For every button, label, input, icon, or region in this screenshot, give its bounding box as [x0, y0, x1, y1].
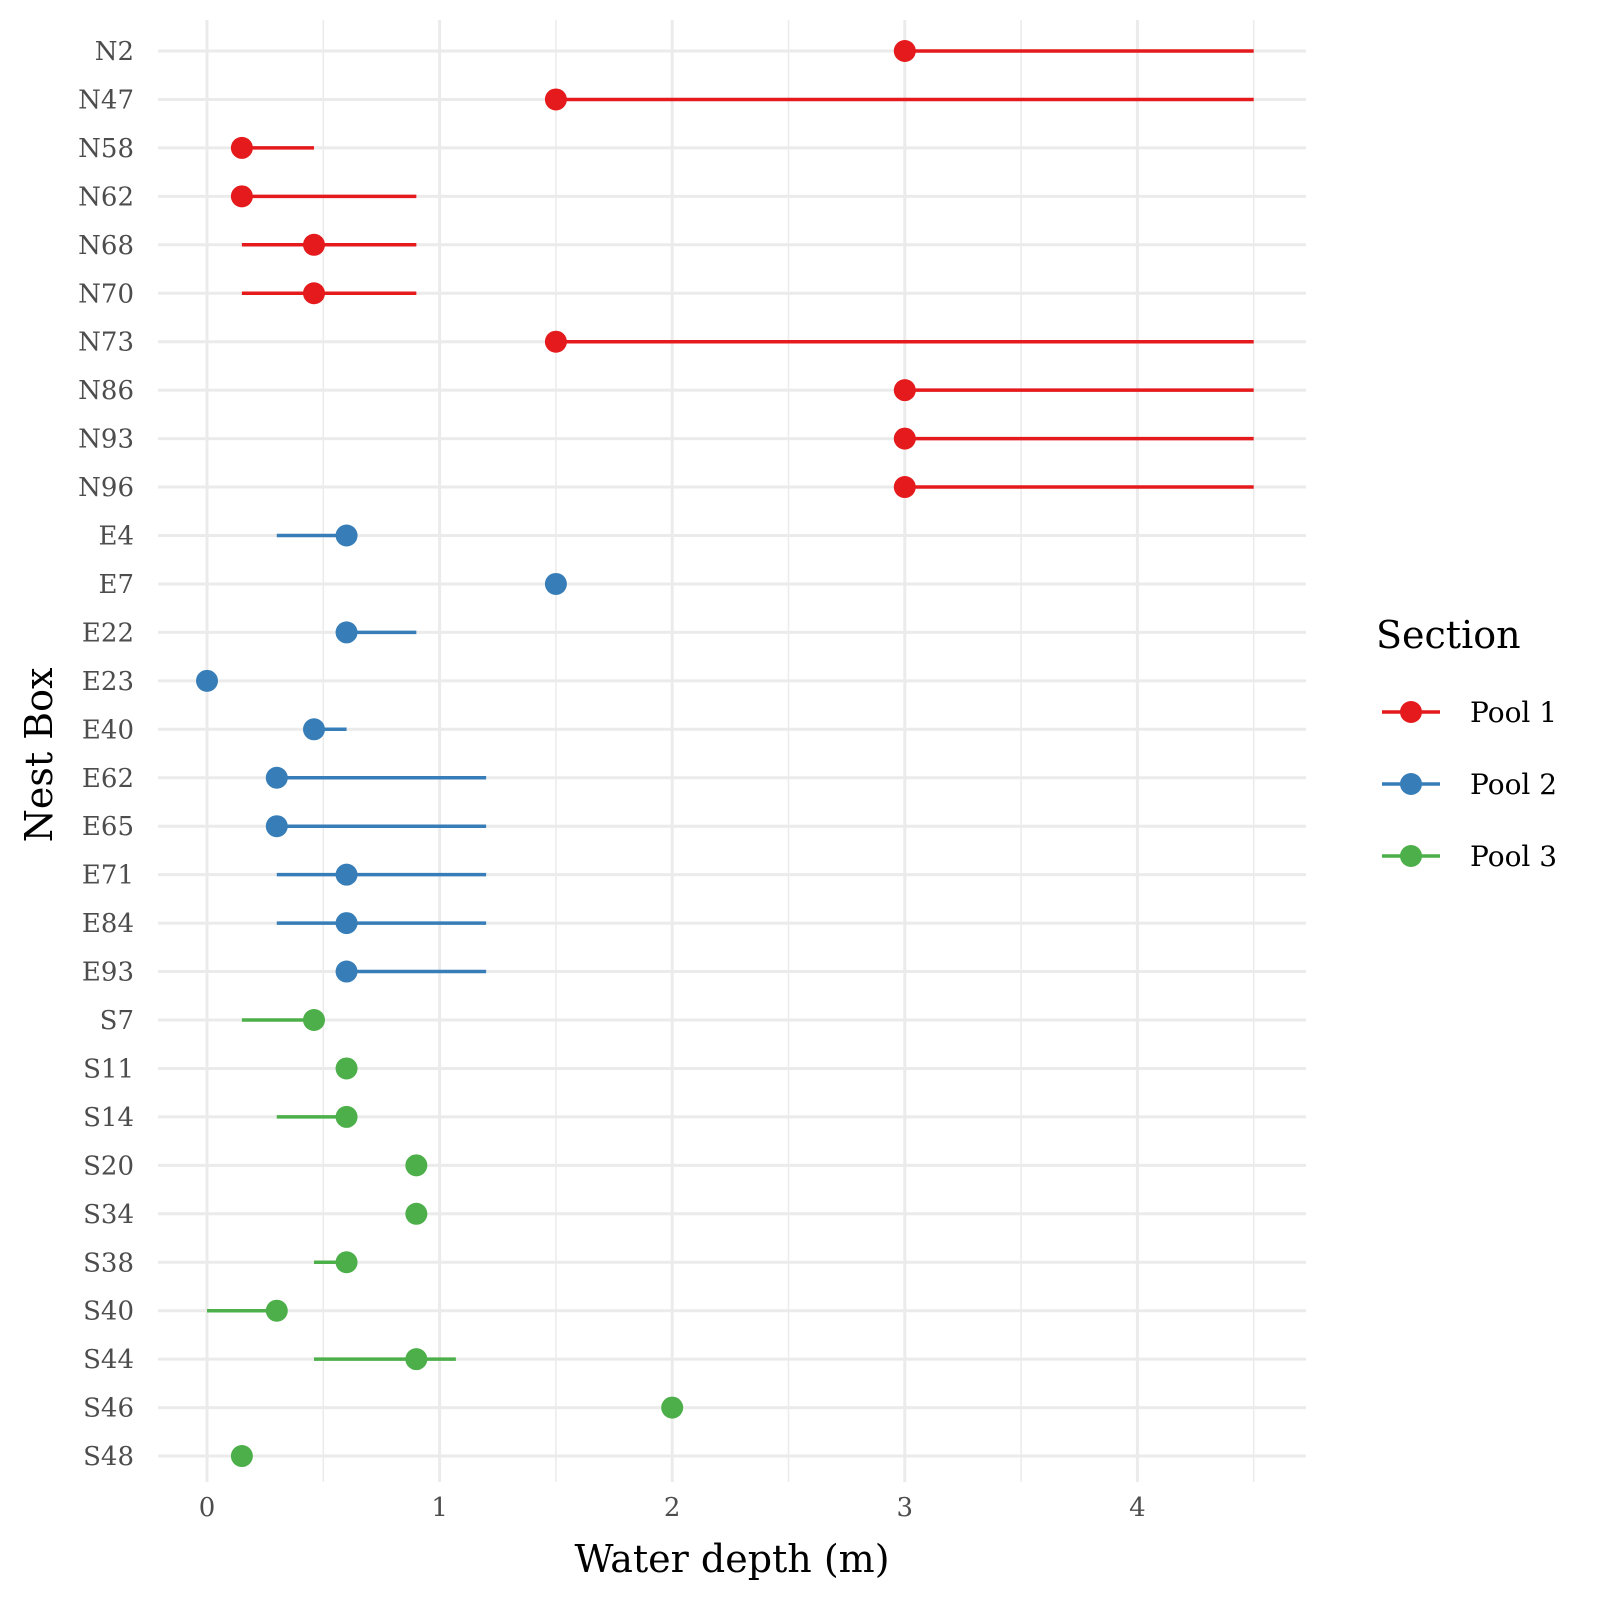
y-tick-label: S40 — [83, 1297, 134, 1327]
point-E7 — [544, 572, 567, 595]
point-E23 — [196, 669, 218, 692]
point-N47 — [544, 88, 567, 111]
y-tick-label: N47 — [78, 85, 134, 115]
point-S48 — [230, 1445, 253, 1468]
point-N58 — [230, 136, 253, 159]
y-tick-label: S48 — [83, 1442, 134, 1472]
y-tick-label: S34 — [83, 1200, 134, 1230]
point-N86 — [893, 379, 916, 402]
point-N73 — [544, 330, 567, 353]
point-E71 — [335, 863, 358, 886]
point-E40 — [302, 718, 325, 741]
point-S38 — [335, 1251, 358, 1274]
y-tick-label: N2 — [95, 37, 134, 67]
x-tick-label: 2 — [664, 1493, 681, 1523]
y-tick-label: E40 — [82, 715, 134, 745]
legend-key-point — [1400, 701, 1422, 723]
y-tick-label: S46 — [83, 1394, 134, 1424]
x-axis-title: Water depth (m) — [574, 1537, 889, 1581]
point-E62 — [265, 766, 288, 789]
y-tick-label: E62 — [82, 764, 134, 794]
point-E84 — [335, 912, 358, 935]
y-tick-label: E4 — [98, 522, 134, 552]
point-E65 — [265, 815, 288, 838]
y-axis-tick-labels: N2 N47 N58 N62 N68 N70 N73 N86 N93 N96 E4 E7 E22 E23 E… — [78, 37, 134, 1472]
y-tick-label: N73 — [78, 328, 134, 358]
y-tick-label: E65 — [82, 812, 134, 842]
y-tick-label: S38 — [83, 1248, 134, 1278]
data-marks — [196, 40, 1254, 1468]
x-tick-label: 4 — [1129, 1493, 1146, 1523]
point-E22 — [335, 621, 358, 644]
y-tick-label: N62 — [78, 182, 134, 212]
y-tick-label: E22 — [82, 618, 134, 648]
y-tick-label: E7 — [98, 570, 134, 600]
x-tick-label: 0 — [199, 1493, 216, 1523]
point-N96 — [893, 476, 916, 499]
point-E93 — [335, 960, 358, 983]
y-tick-label: N58 — [78, 134, 134, 164]
y-tick-label: S11 — [83, 1054, 134, 1084]
point-N2 — [893, 40, 916, 62]
y-tick-label: N93 — [78, 425, 134, 455]
legend-label: Pool 1 — [1470, 696, 1557, 729]
y-tick-label: E84 — [82, 909, 134, 939]
point-N68 — [302, 233, 325, 256]
x-tick-label: 3 — [897, 1493, 914, 1523]
point-S7 — [302, 1009, 325, 1031]
point-S14 — [335, 1105, 358, 1128]
y-tick-label: N96 — [78, 473, 134, 503]
point-S46 — [661, 1396, 684, 1419]
y-tick-label: S7 — [100, 1006, 134, 1036]
legend-entries: Pool 1 Pool 2 Pool 3 — [1382, 696, 1557, 873]
x-tick-label: 1 — [431, 1493, 448, 1523]
y-tick-label: E93 — [82, 958, 134, 988]
point-N70 — [302, 282, 325, 305]
legend-key-point — [1400, 773, 1422, 795]
point-N62 — [230, 185, 253, 208]
y-tick-label: S44 — [83, 1345, 134, 1375]
point-S40 — [265, 1299, 288, 1322]
y-tick-label: S20 — [83, 1151, 134, 1181]
y-tick-label: S14 — [83, 1103, 134, 1133]
y-tick-label: N70 — [78, 279, 134, 309]
x-axis-tick-labels: 0 1 2 3 4 — [199, 1493, 1146, 1523]
point-E4 — [335, 524, 358, 547]
point-S44 — [405, 1348, 428, 1371]
y-tick-label: E71 — [82, 861, 134, 891]
point-N93 — [893, 427, 916, 450]
point-S11 — [335, 1057, 358, 1080]
y-tick-label: N68 — [78, 231, 134, 261]
legend-label: Pool 3 — [1470, 840, 1557, 873]
grid — [158, 20, 1306, 1482]
y-tick-label: N86 — [78, 376, 134, 406]
legend-label: Pool 2 — [1470, 768, 1557, 801]
legend-title: Section — [1376, 613, 1521, 657]
legend-key-point — [1400, 845, 1422, 867]
point-S34 — [405, 1202, 428, 1225]
point-S20 — [405, 1154, 428, 1177]
y-axis-title: Nest Box — [17, 668, 61, 843]
y-tick-label: E23 — [82, 667, 134, 697]
legend: Section Pool 1 Pool 2 Pool 3 — [1376, 613, 1557, 873]
